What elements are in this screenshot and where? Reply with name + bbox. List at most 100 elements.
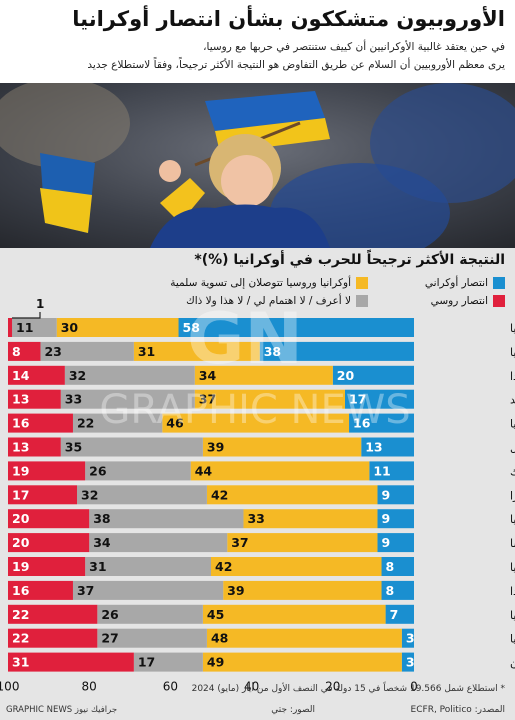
bar-value-label: 31 (138, 344, 155, 359)
bar-segment-dont-know (60, 437, 203, 457)
bar-value-label: 13 (365, 440, 382, 455)
bar-segment-russia-win (8, 533, 90, 553)
bar-segment-ukraine-win (332, 365, 414, 385)
legend-swatch-red (493, 295, 505, 307)
photo-credit: الصور: جتي (271, 705, 315, 715)
bar-segment-settlement (227, 533, 378, 553)
bar-value-label: 45 (207, 607, 224, 622)
watermark-logo: GN (187, 298, 303, 380)
bar-value-label: 26 (89, 463, 107, 478)
source: المصدر: ECFR, Politico (410, 705, 505, 715)
legend-label: لا أعرف / لا اهتمام لي / لا هذا ولا ذاك (186, 295, 351, 307)
category-label: إستونيا (510, 346, 515, 359)
bar-segment-ukraine-win (349, 413, 414, 433)
bar-value-label: 35 (65, 440, 82, 455)
bar-value-label: 42 (211, 487, 228, 502)
bar-value-label: 20 (12, 535, 30, 550)
category-label: فرنسا (510, 537, 515, 550)
watermark-text: GRAPHIC NEWS (99, 387, 410, 433)
bar-value-label: 13 (12, 392, 29, 407)
category-label: اليونان (510, 657, 515, 670)
bar-segment-ukraine-win (381, 557, 414, 576)
bar-segment-russia-win (8, 509, 90, 529)
bar-value-label: 8 (386, 559, 395, 574)
brand-credit: GRAPHIC NEWS جرافيك نيوز (6, 705, 118, 715)
bar-value-label: 26 (101, 607, 119, 622)
bar-value-label: 38 (93, 511, 110, 526)
bar-segment-russia-win (8, 461, 86, 481)
legend-label: انتصار أوكراني (424, 277, 488, 289)
bar-value-label: 22 (77, 416, 94, 431)
category-label: أوكرانيا (510, 321, 515, 335)
bar-segment-settlement (206, 628, 402, 648)
category-label: السويد (510, 394, 515, 407)
bar-segment-russia-win (8, 341, 41, 361)
category-label: ألمانيا (510, 512, 515, 526)
x-tick-label: 80 (82, 680, 97, 694)
legend-label: انتصار روسي (430, 295, 488, 307)
bar-segment-settlement (56, 318, 179, 337)
bar-segment-dont-know (133, 652, 203, 672)
bar-value-label: 19 (12, 559, 29, 574)
bar-segment-settlement (133, 341, 260, 361)
legend-item-russia-win: انتصار روسي (431, 295, 505, 307)
bar-value-label: 58 (183, 320, 200, 335)
legend-item-settlement: أوكرانيا وروسيا تتوصلان إلى تسوية سلمية (170, 277, 368, 289)
legend-swatch-blue (493, 277, 505, 289)
bar-segment-ukraine-win (377, 485, 414, 505)
bar-segment-settlement (206, 485, 378, 505)
bar-value-label: 44 (195, 463, 213, 478)
bar-value-label: 9 (381, 535, 390, 550)
bar-segment-settlement (202, 652, 402, 672)
bar-value-label: 42 (215, 559, 232, 574)
bar-segment-russia-win (8, 628, 98, 648)
x-tick-label: 20 (325, 680, 340, 694)
category-label: إيطاليا (510, 633, 515, 646)
bar-value-label: 13 (12, 440, 29, 455)
category-label: جمهورية التشيك (510, 465, 515, 478)
bar-segment-dont-know (12, 318, 57, 337)
bar-segment-russia-win (8, 485, 78, 505)
category-label: هولندا (510, 585, 515, 598)
page-title: الأوروبيون متشككون بشأن انتصار أوكرانيا (72, 7, 505, 31)
bar-segment-dont-know (72, 413, 163, 433)
bar-value-label: 32 (81, 487, 98, 502)
category-label: البرتغال (510, 442, 515, 455)
footnote: * استطلاع شمل 19.566 شخصاً في 15 دولة في… (191, 684, 505, 694)
bar-segment-ukraine-win (178, 318, 414, 337)
bar-value-label: 23 (44, 344, 61, 359)
photo-child-with-flags (0, 83, 515, 248)
bar-value-label: 9 (381, 487, 390, 502)
category-label: بولندا (510, 370, 515, 383)
bar-segment-settlement (243, 509, 378, 529)
bar-segment-russia-win (8, 437, 61, 457)
chart-panel: النتيجة الأكثر ترجيحاً للحرب في أوكرانيا… (0, 248, 515, 720)
bar-value-label: 20 (12, 511, 30, 526)
bar-value-label: 37 (231, 535, 248, 550)
bar-segment-ukraine-win (259, 341, 414, 361)
bar-value-label: 8 (386, 583, 395, 598)
bar-segment-ukraine-win (344, 389, 414, 409)
bar-segment-ukraine-win (377, 533, 414, 553)
bar-value-label: 31 (12, 655, 29, 670)
bar-segment-russia-win (8, 557, 86, 576)
bar-segment-ukraine-win (369, 461, 414, 481)
bar-value-label: 16 (12, 583, 30, 598)
bar-value-label: 3 (406, 655, 415, 670)
bar-segment-dont-know (64, 365, 195, 385)
bar-value-label: 37 (77, 583, 94, 598)
bar-segment-russia-win (8, 652, 134, 672)
bar-value-label: 17 (12, 487, 29, 502)
bar-value-label: 17 (138, 655, 155, 670)
bar-segment-ukraine-win (401, 628, 414, 648)
bar-value-label: 9 (381, 511, 390, 526)
bar-value-label: 38 (264, 344, 281, 359)
bar-value-label: 17 (349, 392, 366, 407)
category-label: بلغاريا (510, 418, 515, 431)
x-tick-label: 40 (244, 680, 259, 694)
bar-value-label: 7 (390, 607, 399, 622)
bar-value-label: 11 (16, 320, 33, 335)
legend-item-dont-know: لا أعرف / لا اهتمام لي / لا هذا ولا ذاك (186, 295, 368, 307)
bar-segment-dont-know (60, 389, 195, 409)
bar-value-label: 33 (247, 511, 264, 526)
